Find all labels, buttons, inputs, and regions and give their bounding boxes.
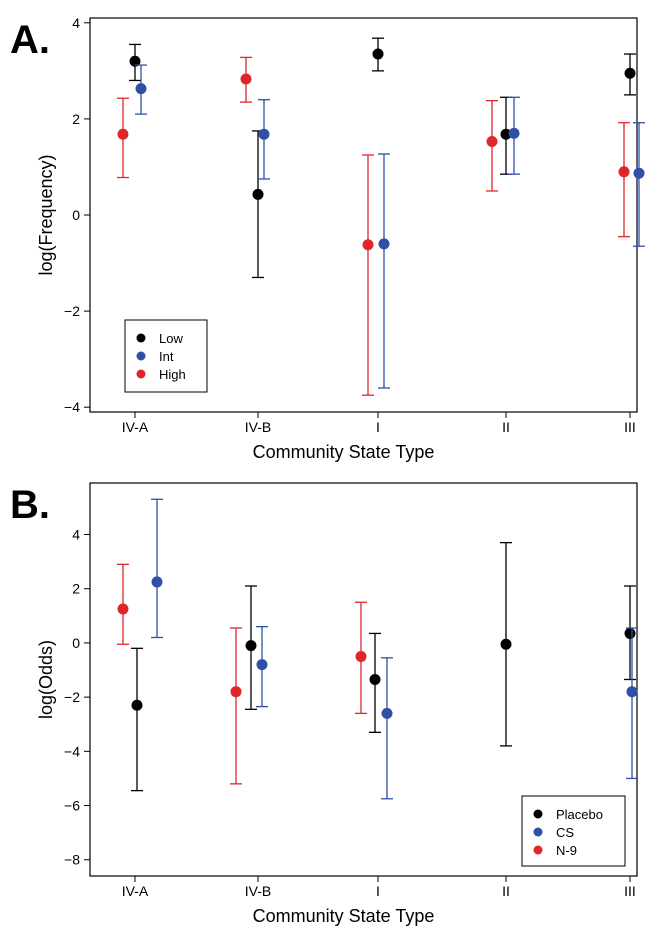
legend-marker — [136, 351, 146, 361]
legend-marker — [136, 369, 146, 379]
data-point — [378, 238, 390, 250]
data-point-group — [230, 627, 242, 785]
data-point — [135, 83, 147, 95]
x-tick-label: II — [502, 883, 510, 899]
x-tick-label: II — [502, 419, 510, 435]
data-point-group — [624, 53, 636, 96]
data-point — [618, 166, 630, 178]
x-axis-title: Community State Type — [253, 442, 435, 462]
legend-label: Low — [159, 331, 183, 346]
data-point — [500, 638, 512, 650]
data-point — [624, 627, 636, 639]
x-axis-title: Community State Type — [253, 906, 435, 926]
y-tick-label: −4 — [64, 399, 80, 415]
data-point-group — [626, 627, 638, 780]
data-point — [633, 167, 645, 179]
data-point — [131, 699, 143, 711]
panel-letter: B. — [10, 483, 50, 527]
data-point-group — [369, 632, 381, 734]
data-point — [151, 576, 163, 588]
x-tick-label: IV-B — [245, 883, 271, 899]
data-point — [508, 127, 520, 139]
data-point-group — [252, 130, 264, 279]
y-axis-title: log(Frequency) — [36, 154, 56, 275]
data-point — [240, 73, 252, 85]
legend: Placebo CS N-9 — [521, 795, 626, 867]
data-point-group — [117, 563, 129, 645]
data-point — [624, 67, 636, 79]
legend-marker — [533, 827, 543, 837]
data-point — [230, 686, 242, 698]
data-point-group — [355, 601, 367, 715]
data-point-group — [135, 64, 147, 115]
data-point — [486, 135, 498, 147]
data-point — [252, 188, 264, 200]
y-tick-label: 2 — [72, 581, 80, 597]
data-point-group — [151, 498, 163, 639]
x-tick-label: III — [624, 419, 636, 435]
y-tick-label: −6 — [64, 798, 80, 814]
y-tick-label: 0 — [72, 207, 80, 223]
legend-label: High — [159, 367, 186, 382]
y-tick-label: −8 — [64, 852, 80, 868]
y-tick-label: −2 — [64, 303, 80, 319]
data-point-group — [486, 99, 498, 192]
data-point — [355, 650, 367, 662]
x-tick-label: I — [376, 883, 380, 899]
x-tick-label: IV-A — [122, 419, 149, 435]
legend-label: CS — [556, 825, 574, 840]
data-point — [369, 674, 381, 685]
y-tick-label: 2 — [72, 111, 80, 127]
data-point-group — [240, 56, 252, 103]
data-point — [256, 659, 268, 671]
y-tick-label: −2 — [64, 689, 80, 705]
legend-label: N-9 — [556, 843, 577, 858]
x-tick-label: IV-B — [245, 419, 271, 435]
data-point-group — [129, 43, 141, 82]
data-point-group — [378, 153, 390, 389]
legend-marker — [533, 845, 543, 855]
legend: Low Int High — [124, 319, 208, 393]
legend-label: Int — [159, 349, 174, 364]
panel-letter: A. — [10, 18, 50, 62]
data-point — [258, 128, 270, 140]
y-tick-label: 4 — [72, 526, 80, 542]
plot-frame — [89, 482, 638, 877]
y-tick-label: 0 — [72, 635, 80, 651]
data-point — [626, 686, 638, 698]
legend-marker — [533, 809, 543, 819]
data-point — [381, 707, 393, 719]
data-point-group — [500, 541, 512, 747]
data-point — [500, 128, 512, 140]
data-point — [117, 603, 129, 615]
y-tick-label: 4 — [72, 15, 80, 31]
data-point-group — [372, 37, 384, 72]
data-point-group — [131, 647, 143, 792]
data-point — [117, 128, 129, 140]
data-point-group — [362, 154, 374, 396]
legend-marker — [136, 333, 146, 343]
data-point-group — [633, 122, 645, 247]
data-point-group — [381, 657, 393, 800]
data-point — [129, 55, 141, 67]
y-axis-title: log(Odds) — [36, 640, 56, 719]
legend-label: Placebo — [556, 807, 603, 822]
data-point — [245, 640, 257, 652]
data-point — [372, 48, 384, 60]
data-point-group — [245, 585, 257, 710]
data-point-group — [117, 97, 129, 179]
data-point-group — [256, 625, 268, 708]
data-point-group — [624, 585, 636, 681]
data-point-group — [618, 122, 630, 238]
data-point-group — [258, 99, 270, 180]
y-tick-label: −4 — [64, 743, 80, 759]
data-point — [362, 239, 374, 251]
x-tick-label: III — [624, 883, 636, 899]
data-point-group — [508, 96, 520, 175]
x-tick-label: IV-A — [122, 883, 149, 899]
x-tick-label: I — [376, 419, 380, 435]
